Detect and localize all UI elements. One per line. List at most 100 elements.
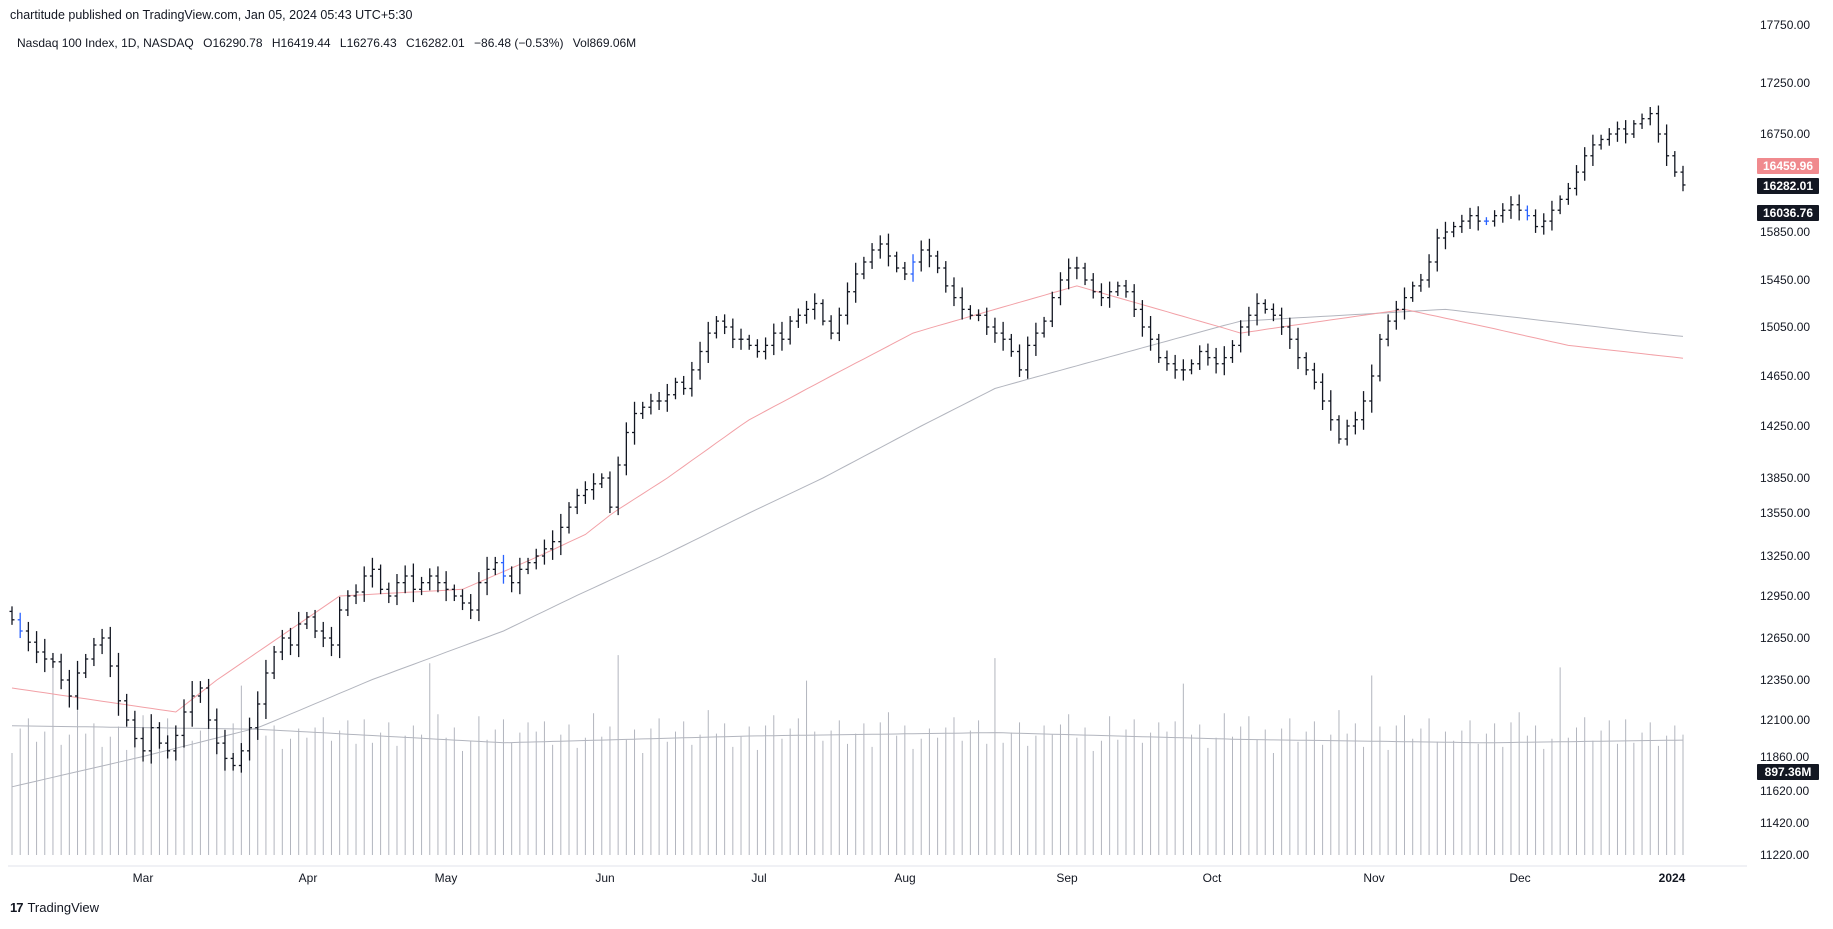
ohlc-bar <box>861 256 867 280</box>
ohlc-bar <box>795 308 801 328</box>
ohlc-bar <box>247 717 253 761</box>
ohlc-bar <box>328 626 334 657</box>
ohlc-bar <box>1262 299 1268 314</box>
ohlc-bar <box>1107 281 1113 308</box>
ohlc-bar <box>230 752 236 771</box>
time-tick-label: Aug <box>894 871 915 885</box>
ohlc-bars <box>9 105 1686 773</box>
ohlc-bar <box>607 471 613 514</box>
ohlc-bar <box>525 557 531 575</box>
ohlc-bar <box>263 659 269 719</box>
time-tick-label: 2024 <box>1659 871 1686 885</box>
ohlc-bar <box>1549 200 1555 231</box>
ohlc-bar <box>1475 206 1481 231</box>
volume-badge-label: 897.36M <box>1765 765 1812 779</box>
price-axis[interactable]: 17750.00 17250.00 16750.00 15850.00 15450.00… <box>1760 18 1810 862</box>
ohlc-bar <box>1082 262 1088 286</box>
ohlc-bar <box>615 456 621 516</box>
ohlc-bar <box>517 557 523 595</box>
ohlc-bar <box>550 530 556 560</box>
ohlc-bar <box>1311 362 1317 390</box>
ohlc-bar <box>1090 273 1096 299</box>
price-badge-label: 16282.01 <box>1763 179 1813 193</box>
ohlc-bar <box>255 691 261 740</box>
time-tick-label: May <box>435 871 458 885</box>
ohlc-bar <box>345 590 351 617</box>
ohlc-bar <box>722 314 728 335</box>
time-tick-label: Dec <box>1509 871 1530 885</box>
ohlc-bar <box>25 621 31 652</box>
tradingview-logo-icon: 17 <box>10 900 24 915</box>
ohlc-bar <box>1385 314 1391 347</box>
price-tick-label: 12100.00 <box>1760 713 1810 727</box>
ohlc-bar <box>1017 344 1023 377</box>
ohlc-bar <box>1483 217 1489 226</box>
ohlc-bar <box>369 557 375 588</box>
ohlc-bar <box>787 316 793 345</box>
ohlc-bar <box>189 681 195 727</box>
ohlc-bar <box>705 321 711 363</box>
price-tick-label: 15050.00 <box>1760 320 1810 334</box>
ohlc-bar <box>779 321 785 351</box>
ohlc-bar <box>1049 291 1055 328</box>
ohlc-bar <box>1541 213 1547 235</box>
ohlc-bar <box>271 645 277 680</box>
price-tick-label: 11220.00 <box>1760 848 1809 862</box>
ohlc-bar <box>951 277 957 307</box>
ohlc-bar <box>1098 283 1104 307</box>
ohlc-bar <box>1172 354 1178 379</box>
ohlc-bar <box>304 611 310 630</box>
time-axis[interactable]: Mar Apr May Jun Jul Aug Sep Oct Nov Dec 2024 <box>133 871 1686 885</box>
ohlc-bar <box>509 566 515 593</box>
ohlc-bar <box>1606 128 1612 146</box>
time-tick-label: Sep <box>1056 871 1078 885</box>
ohlc-bar <box>1459 214 1465 233</box>
ohlc-bar <box>58 653 64 690</box>
tradingview-brand: TradingView <box>27 900 100 915</box>
ohlc-bar <box>599 473 605 489</box>
price-tick-label: 12350.00 <box>1760 673 1810 687</box>
ohlc-bar <box>967 305 973 320</box>
ohlc-bar <box>500 554 506 584</box>
ohlc-bar <box>238 743 244 773</box>
ohlc-bar <box>1328 390 1334 431</box>
ohlc-bar <box>1664 124 1670 166</box>
ohlc-bar <box>1639 113 1645 129</box>
ohlc-bar <box>197 681 203 703</box>
ohlc-bar <box>902 261 908 281</box>
tradingview-footer[interactable]: 17 TradingView <box>10 900 99 915</box>
time-tick-label: Nov <box>1363 871 1384 885</box>
ohlc-bar <box>1229 340 1235 363</box>
ohlc-bar <box>1074 256 1080 280</box>
ohlc-bar <box>804 300 810 324</box>
time-tick-label: Jun <box>595 871 614 885</box>
ohlc-bar <box>640 401 646 419</box>
ohlc-bar <box>885 233 891 267</box>
ohlc-bar <box>648 393 654 415</box>
ohlc-bar <box>1066 258 1072 290</box>
ohlc-bar <box>42 638 48 673</box>
time-tick-label: Oct <box>1203 871 1222 885</box>
legend-low: L16276.43 <box>339 36 397 50</box>
legend-symbol[interactable]: Nasdaq 100 Index, 1D, NASDAQ <box>17 36 194 50</box>
ohlc-bar <box>730 318 736 349</box>
symbol-legend: Nasdaq 100 Index, 1D, NASDAQ O16290.78 H… <box>17 36 642 50</box>
ohlc-bar <box>386 582 392 604</box>
price-tick-label: 11860.00 <box>1760 750 1809 764</box>
ohlc-bar <box>361 566 367 602</box>
ohlc-bar <box>1270 303 1276 322</box>
ohlc-bar <box>582 481 588 504</box>
ohlc-bar <box>738 328 744 350</box>
ohlc-bar <box>17 612 23 639</box>
ohlc-bar <box>943 261 949 293</box>
ohlc-bar <box>9 606 15 625</box>
ohlc-bar <box>484 556 490 596</box>
ohlc-bar <box>1344 419 1350 446</box>
ohlc-bar <box>1033 322 1039 356</box>
ohlc-bar <box>697 341 703 380</box>
price-tick-label: 12950.00 <box>1760 589 1810 603</box>
ohlc-bar <box>845 282 850 325</box>
ohlc-bar <box>1451 221 1457 238</box>
ohlc-bar <box>566 502 572 534</box>
